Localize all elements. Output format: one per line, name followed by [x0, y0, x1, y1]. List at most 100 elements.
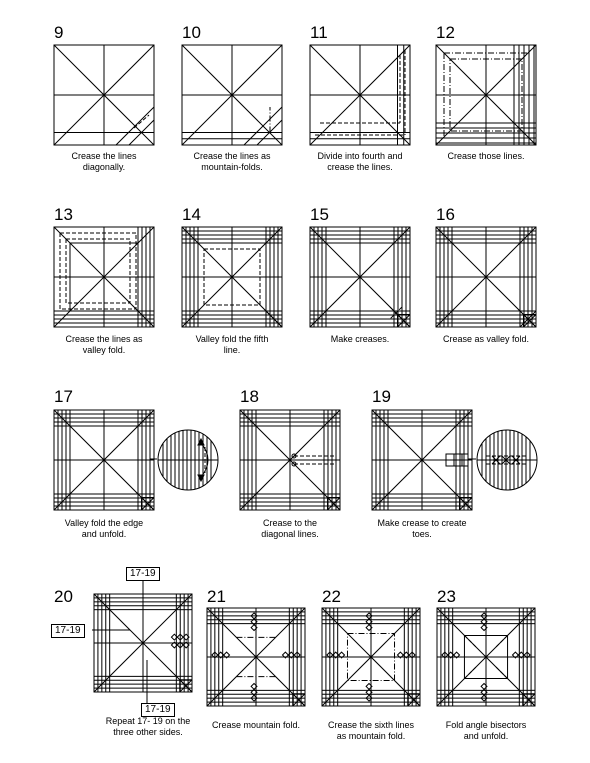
caption-step-22: Crease the sixth lines as mountain fold. [327, 720, 415, 741]
corner-crease [116, 107, 154, 145]
step-number-19: 19 [372, 387, 391, 406]
step-number-14: 14 [182, 205, 201, 224]
valley-fold-line [496, 667, 508, 679]
toe-diamond [183, 634, 189, 640]
toe-diamond [288, 652, 294, 658]
step-number-10: 10 [182, 23, 201, 42]
corner-square-crease [408, 694, 420, 706]
nested-square-crease [219, 620, 293, 694]
corner-diagonal [408, 694, 420, 706]
diagram-step-16 [436, 227, 536, 327]
nested-square-crease [440, 231, 532, 323]
reference-box-bottom: 17-19 [141, 703, 175, 717]
corner-square-crease [523, 694, 535, 706]
corner-square-crease [460, 498, 473, 511]
corner-diagonal [523, 694, 535, 706]
toe-diamond [512, 652, 518, 658]
corner-square-crease [398, 315, 411, 328]
toe-diamond [366, 683, 372, 689]
corner-crease [244, 107, 282, 145]
caption-step-16: Crease as valley fold. [442, 334, 530, 344]
caption-step-14: Valley fold the fifth line. [195, 334, 269, 355]
toe-crease [512, 456, 520, 464]
toe-diamond [333, 652, 339, 658]
step-number-15: 15 [310, 205, 329, 224]
toe-diamond [218, 652, 224, 658]
valley-fold-line [496, 635, 508, 647]
corner-square-crease [180, 680, 192, 692]
nested-square-crease [444, 235, 528, 319]
toe-diamond [524, 652, 530, 658]
corner-square-crease [293, 694, 305, 706]
corner-crease [520, 311, 536, 327]
diagram-step-22 [322, 608, 420, 706]
nested-square-crease [62, 418, 146, 502]
toe-diamond [397, 652, 403, 658]
valley-fold-line [464, 635, 476, 647]
reference-point [292, 462, 296, 466]
toe-diamond [327, 652, 333, 658]
step-number-20: 20 [54, 587, 73, 606]
valley-fold-line [60, 233, 136, 309]
toe-diamond [481, 689, 487, 695]
reference-point [292, 454, 296, 458]
caption-step-13: Crease the lines as valley fold. [65, 334, 143, 355]
nested-square-crease [326, 243, 394, 311]
corner-crease [129, 120, 154, 145]
diagram-step-15 [310, 227, 410, 327]
toe-diamond [282, 652, 288, 658]
diagram-step-19 [372, 410, 472, 510]
valley-fold-line [204, 249, 260, 305]
toe-diamond [212, 652, 218, 658]
corner-diagonal [180, 680, 192, 692]
caption-step-19: Make crease to create toes. [377, 518, 467, 539]
toe-diamond [403, 652, 409, 658]
toe-diamond [171, 642, 177, 648]
diagram-step-12 [436, 45, 536, 145]
toe-diamond [481, 625, 487, 631]
step-number-12: 12 [436, 23, 455, 42]
diagram-step-9 [54, 45, 154, 145]
step-number-9: 9 [54, 23, 64, 42]
toe-diamond [251, 689, 257, 695]
step-number-18: 18 [240, 387, 259, 406]
nested-square-crease [445, 616, 527, 698]
nested-square-crease [448, 239, 524, 315]
step-number-21: 21 [207, 587, 226, 606]
nested-square-crease [248, 418, 332, 502]
corner-diagonal [460, 498, 473, 511]
crease-rect [464, 635, 507, 678]
nested-square-crease [194, 239, 270, 315]
toe-diamond [177, 634, 183, 640]
nested-square-crease [314, 231, 406, 323]
corner-square-crease [328, 498, 341, 511]
nested-square-crease [190, 235, 274, 319]
corner-diagonal [328, 498, 341, 511]
diagram-step-23 [437, 608, 535, 706]
caption-step-23: Fold angle bisectors and unfold. [445, 720, 527, 741]
valley-fold-line [390, 307, 402, 319]
nested-square-crease [256, 426, 324, 494]
step-number-13: 13 [54, 205, 73, 224]
valley-fold-line [134, 115, 149, 128]
toe-diamond [183, 642, 189, 648]
detail-circle-step-19 [476, 429, 538, 491]
fold-arrow [201, 443, 208, 477]
nested-square-crease [441, 612, 531, 702]
nested-square-crease [338, 624, 405, 691]
nested-square-crease [452, 243, 520, 311]
caption-step-20: Repeat 17- 19 on the three other sides. [105, 716, 191, 737]
step-number-22: 22 [322, 587, 341, 606]
toe-crease [492, 456, 500, 464]
nested-square-crease [453, 624, 520, 691]
nested-square-crease [449, 620, 523, 694]
corner-diagonal [524, 315, 537, 328]
toe-diamond [481, 683, 487, 689]
step-number-11: 11 [310, 23, 328, 42]
toe-diamond [294, 652, 300, 658]
nested-square-crease [211, 612, 301, 702]
mountain-fold-line [450, 59, 522, 131]
toe-diamond [251, 683, 257, 689]
toe-diamond [224, 652, 230, 658]
toe-diamond [251, 625, 257, 631]
